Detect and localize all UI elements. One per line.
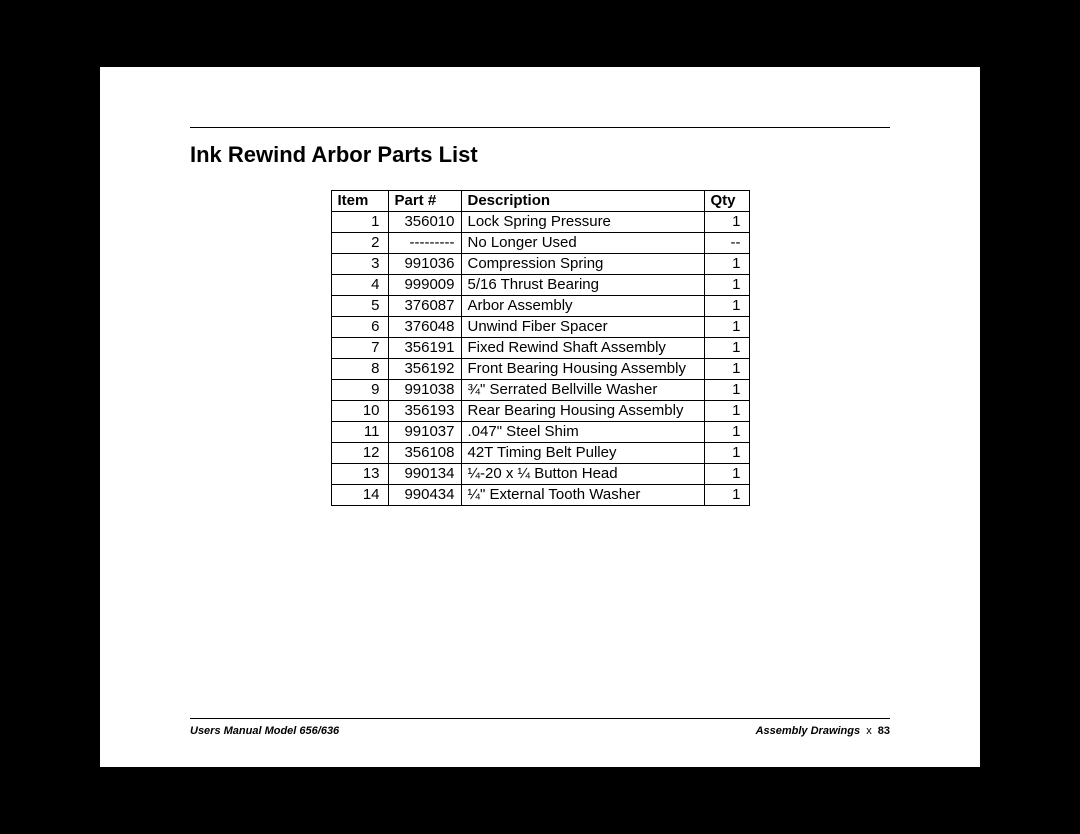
cell-desc: Rear Bearing Housing Assembly	[461, 401, 704, 422]
table-row: 9991038¾" Serrated Bellville Washer1	[331, 380, 749, 401]
cell-part: 376087	[388, 296, 461, 317]
cell-item: 2	[331, 233, 388, 254]
footer-separator: x	[866, 725, 872, 737]
cell-desc: .047" Steel Shim	[461, 422, 704, 443]
cell-item: 11	[331, 422, 388, 443]
table-container: Item Part # Description Qty 1356010Lock …	[190, 190, 890, 506]
parts-table: Item Part # Description Qty 1356010Lock …	[331, 190, 750, 506]
table-header-row: Item Part # Description Qty	[331, 191, 749, 212]
footer-page-number: 83	[878, 725, 890, 737]
cell-desc: 42T Timing Belt Pulley	[461, 443, 704, 464]
cell-part: 356108	[388, 443, 461, 464]
cell-item: 9	[331, 380, 388, 401]
cell-item: 8	[331, 359, 388, 380]
cell-desc: Compression Spring	[461, 254, 704, 275]
cell-qty: 1	[704, 317, 749, 338]
cell-qty: 1	[704, 380, 749, 401]
cell-part: ---------	[388, 233, 461, 254]
cell-qty: 1	[704, 443, 749, 464]
col-part-number: Part #	[388, 191, 461, 212]
cell-part: 991038	[388, 380, 461, 401]
cell-qty: 1	[704, 485, 749, 506]
table-row: 10356193Rear Bearing Housing Assembly1	[331, 401, 749, 422]
cell-item: 5	[331, 296, 388, 317]
cell-desc: Unwind Fiber Spacer	[461, 317, 704, 338]
col-qty: Qty	[704, 191, 749, 212]
table-row: 13990134¼-20 x ¼ Button Head1	[331, 464, 749, 485]
cell-qty: 1	[704, 422, 749, 443]
cell-qty: 1	[704, 338, 749, 359]
cell-part: 990134	[388, 464, 461, 485]
cell-item: 10	[331, 401, 388, 422]
cell-part: 356191	[388, 338, 461, 359]
cell-part: 356010	[388, 212, 461, 233]
table-row: 6376048Unwind Fiber Spacer1	[331, 317, 749, 338]
table-row: 1356010Lock Spring Pressure1	[331, 212, 749, 233]
cell-qty: 1	[704, 359, 749, 380]
cell-desc: ¼" External Tooth Washer	[461, 485, 704, 506]
cell-item: 3	[331, 254, 388, 275]
cell-desc: No Longer Used	[461, 233, 704, 254]
footer-right: Assembly Drawings x 83	[756, 725, 890, 737]
cell-part: 376048	[388, 317, 461, 338]
table-row: 2---------No Longer Used--	[331, 233, 749, 254]
footer-section: Assembly Drawings	[756, 725, 861, 737]
cell-part: 999009	[388, 275, 461, 296]
cell-qty: 1	[704, 212, 749, 233]
cell-item: 14	[331, 485, 388, 506]
cell-item: 6	[331, 317, 388, 338]
col-item: Item	[331, 191, 388, 212]
cell-qty: 1	[704, 275, 749, 296]
cell-desc: ¼-20 x ¼ Button Head	[461, 464, 704, 485]
cell-part: 356193	[388, 401, 461, 422]
cell-qty: 1	[704, 401, 749, 422]
cell-item: 1	[331, 212, 388, 233]
table-row: 5376087Arbor Assembly1	[331, 296, 749, 317]
table-row: 11991037.047" Steel Shim1	[331, 422, 749, 443]
cell-qty: --	[704, 233, 749, 254]
table-row: 3991036Compression Spring1	[331, 254, 749, 275]
cell-qty: 1	[704, 464, 749, 485]
cell-item: 12	[331, 443, 388, 464]
cell-item: 7	[331, 338, 388, 359]
col-description: Description	[461, 191, 704, 212]
top-rule	[190, 127, 890, 128]
cell-desc: 5/16 Thrust Bearing	[461, 275, 704, 296]
cell-item: 13	[331, 464, 388, 485]
table-row: 49990095/16 Thrust Bearing1	[331, 275, 749, 296]
cell-desc: Arbor Assembly	[461, 296, 704, 317]
table-row: 8356192Front Bearing Housing Assembly1	[331, 359, 749, 380]
manual-page: Ink Rewind Arbor Parts List Item Part # …	[100, 67, 980, 767]
table-row: 14990434¼" External Tooth Washer1	[331, 485, 749, 506]
cell-part: 356192	[388, 359, 461, 380]
page-footer: Users Manual Model 656/636 Assembly Draw…	[190, 718, 890, 737]
cell-part: 991036	[388, 254, 461, 275]
table-row: 7356191Fixed Rewind Shaft Assembly1	[331, 338, 749, 359]
page-title: Ink Rewind Arbor Parts List	[190, 142, 890, 168]
cell-item: 4	[331, 275, 388, 296]
footer-left: Users Manual Model 656/636	[190, 725, 339, 737]
cell-desc: Lock Spring Pressure	[461, 212, 704, 233]
table-row: 1235610842T Timing Belt Pulley1	[331, 443, 749, 464]
cell-qty: 1	[704, 296, 749, 317]
cell-qty: 1	[704, 254, 749, 275]
cell-desc: Fixed Rewind Shaft Assembly	[461, 338, 704, 359]
cell-part: 990434	[388, 485, 461, 506]
cell-desc: Front Bearing Housing Assembly	[461, 359, 704, 380]
cell-part: 991037	[388, 422, 461, 443]
cell-desc: ¾" Serrated Bellville Washer	[461, 380, 704, 401]
